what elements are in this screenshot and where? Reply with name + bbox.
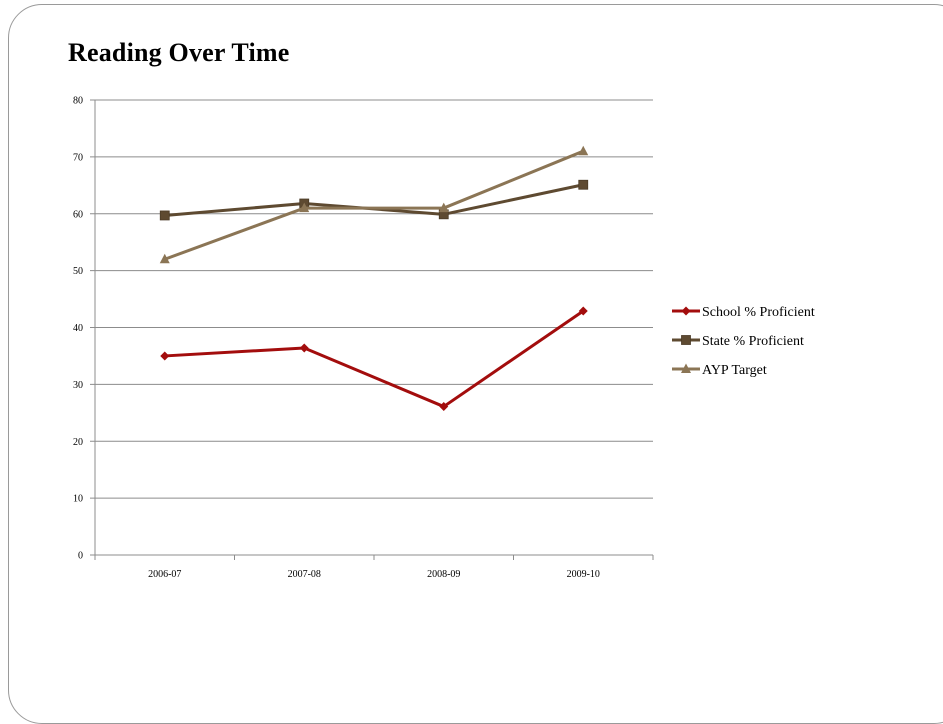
legend-marker: [681, 335, 691, 345]
legend-marker: [681, 363, 691, 373]
x-tick-label: 2008-09: [427, 569, 460, 580]
slide-frame: [8, 4, 943, 724]
y-tick-label: 60: [73, 209, 83, 220]
series-line: [164, 149, 584, 261]
series-line: [164, 183, 584, 217]
legend-label: AYP Target: [702, 363, 767, 378]
y-tick-label: 30: [73, 380, 83, 391]
data-point: [159, 253, 170, 264]
data-point: [578, 306, 588, 316]
x-tick-label: 2007-08: [288, 569, 321, 580]
slide-title: Reading Over Time: [68, 38, 290, 67]
legend-marker: [681, 306, 691, 316]
axes: 0 10 20 30 40 50 60 70 80 2006-07 2007-08 2008-09 20…: [73, 96, 654, 580]
gridlines: [95, 99, 653, 556]
y-tick-label: 80: [73, 96, 83, 107]
legend-item-ayp-target: AYP Target: [672, 363, 767, 378]
y-tick-label: 0: [78, 551, 83, 562]
series-line: [164, 309, 585, 409]
x-tick-label: 2006-07: [148, 569, 181, 580]
data-point: [439, 402, 449, 412]
x-tick-label: 2009-10: [567, 569, 600, 580]
data-point: [159, 210, 170, 221]
data-point: [160, 351, 170, 361]
line-chart: 0 10 20 30 40 50 60 70 80 2006-07 2007-08 2008-09 20…: [73, 96, 815, 581]
legend-item-school-proficient: School % Proficient: [672, 305, 815, 320]
series-ayp-target: [159, 145, 589, 264]
y-tick-label: 20: [73, 437, 83, 448]
series-school-proficient: [160, 306, 588, 412]
y-tick-label: 70: [73, 152, 83, 163]
legend-label: School % Proficient: [702, 305, 815, 320]
legend-item-state-proficient: State % Proficient: [672, 334, 804, 349]
data-point: [578, 145, 589, 156]
data-point: [299, 202, 310, 213]
legend-label: State % Proficient: [702, 334, 804, 349]
series-lines: [159, 145, 589, 412]
y-tick-label: 50: [73, 266, 83, 277]
legend: School % Proficient State % Proficient AYP…: [672, 305, 815, 378]
data-point: [438, 202, 449, 213]
data-point: [578, 179, 589, 190]
y-tick-label: 10: [73, 494, 83, 505]
data-point: [299, 343, 309, 353]
y-tick-label: 40: [73, 323, 83, 334]
